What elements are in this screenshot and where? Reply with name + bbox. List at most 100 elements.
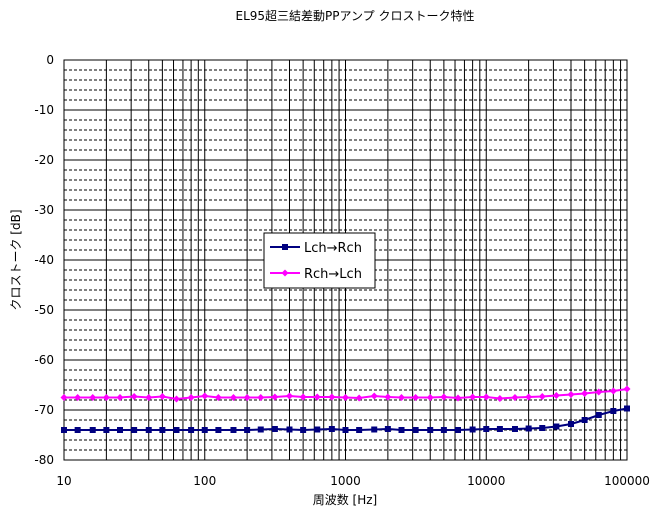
data-point bbox=[314, 426, 321, 433]
legend-label: Lch→Rch bbox=[304, 241, 362, 256]
data-point bbox=[89, 394, 97, 401]
data-point bbox=[285, 392, 293, 400]
legend-item: Lch→Rch bbox=[270, 241, 362, 256]
data-point bbox=[74, 394, 82, 401]
data-point bbox=[370, 392, 378, 400]
data-point bbox=[426, 394, 434, 401]
data-point bbox=[89, 427, 96, 433]
x-tick-label: 100 bbox=[193, 474, 216, 488]
data-point bbox=[116, 394, 124, 401]
data-point bbox=[355, 394, 363, 402]
data-point bbox=[440, 393, 448, 401]
data-point bbox=[215, 427, 222, 433]
data-point bbox=[342, 427, 349, 433]
data-point bbox=[173, 395, 181, 403]
y-tick-label: -30 bbox=[34, 203, 54, 217]
data-point bbox=[427, 427, 434, 433]
data-point bbox=[342, 394, 349, 401]
data-point bbox=[102, 394, 110, 401]
legend-item: Rch→Lch bbox=[270, 267, 362, 282]
data-point bbox=[356, 427, 363, 433]
data-point bbox=[173, 427, 180, 433]
data-point bbox=[539, 425, 546, 431]
data-point bbox=[103, 427, 110, 433]
data-point bbox=[257, 426, 264, 433]
y-tick-label: -50 bbox=[34, 303, 54, 317]
data-point bbox=[609, 387, 617, 395]
data-point bbox=[244, 427, 251, 433]
legend-marker bbox=[282, 244, 288, 250]
data-point bbox=[398, 427, 405, 433]
data-point bbox=[496, 395, 504, 402]
data-point bbox=[131, 427, 138, 433]
data-point bbox=[313, 393, 321, 401]
data-point bbox=[455, 427, 462, 433]
data-point bbox=[552, 392, 560, 399]
data-point bbox=[158, 393, 166, 400]
legend-label: Rch→Lch bbox=[304, 267, 362, 282]
data-point bbox=[469, 426, 476, 433]
x-tick-label: 100000 bbox=[604, 474, 650, 488]
data-point bbox=[384, 426, 391, 432]
data-point bbox=[623, 385, 631, 393]
series-1 bbox=[61, 405, 630, 433]
data-point bbox=[398, 394, 406, 401]
y-tick-label: -80 bbox=[34, 453, 54, 467]
data-point bbox=[74, 427, 81, 433]
x-tick-label: 10 bbox=[56, 474, 71, 488]
data-point bbox=[130, 393, 138, 400]
legend: Lch→Rch Rch→Lch bbox=[263, 232, 376, 289]
data-point bbox=[595, 388, 603, 396]
data-point bbox=[145, 427, 152, 433]
data-point bbox=[454, 394, 462, 402]
data-point bbox=[525, 393, 533, 401]
data-point bbox=[300, 427, 307, 433]
y-axis-label: クロストーク [dB] bbox=[9, 209, 23, 310]
data-point bbox=[145, 394, 153, 401]
y-tick-label: -40 bbox=[34, 253, 54, 267]
data-point bbox=[581, 417, 588, 423]
data-point bbox=[482, 393, 490, 401]
data-point bbox=[496, 426, 503, 432]
data-point bbox=[412, 394, 420, 401]
data-point bbox=[538, 393, 546, 400]
data-point bbox=[624, 405, 630, 412]
data-point bbox=[610, 408, 617, 414]
data-point bbox=[159, 427, 166, 433]
legend-marker bbox=[281, 269, 289, 277]
data-point bbox=[469, 393, 477, 401]
data-point bbox=[299, 393, 307, 401]
grid bbox=[63, 59, 628, 461]
data-point bbox=[511, 394, 519, 401]
x-axis-label: 周波数 [Hz] bbox=[313, 492, 378, 507]
data-point bbox=[243, 394, 251, 401]
data-point bbox=[412, 427, 419, 433]
legend-box bbox=[263, 232, 376, 289]
data-point bbox=[188, 427, 195, 433]
x-tick-label: 1000 bbox=[330, 474, 361, 488]
plot-border bbox=[63, 59, 628, 461]
data-point bbox=[60, 394, 68, 401]
y-tick-label: -20 bbox=[34, 153, 54, 167]
data-point bbox=[581, 390, 589, 397]
data-point bbox=[271, 426, 278, 432]
data-point bbox=[440, 427, 447, 433]
data-point bbox=[214, 394, 222, 401]
data-point bbox=[384, 393, 392, 401]
data-point bbox=[328, 393, 336, 401]
data-point bbox=[286, 426, 293, 433]
data-point bbox=[511, 426, 518, 432]
data-point bbox=[525, 425, 532, 432]
data-point bbox=[201, 392, 209, 400]
data-point bbox=[201, 427, 208, 433]
series-group bbox=[60, 385, 631, 433]
data-point bbox=[61, 427, 67, 433]
data-point bbox=[117, 427, 124, 433]
data-point bbox=[553, 423, 560, 430]
data-point bbox=[595, 412, 602, 418]
y-tick-label: -70 bbox=[34, 403, 54, 417]
x-tick-label: 10000 bbox=[467, 474, 505, 488]
